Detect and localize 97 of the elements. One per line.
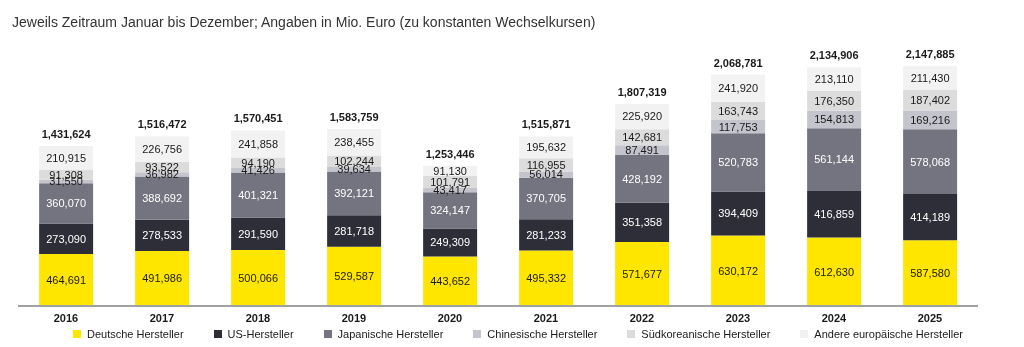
data-label: 154,813: [814, 113, 854, 126]
legend-label: Andere europäische Hersteller: [813, 328, 963, 340]
data-label: 210,915: [46, 151, 86, 164]
data-label: 176,350: [814, 94, 854, 107]
bar: [903, 240, 958, 306]
data-label: 500,066: [238, 271, 278, 284]
x-tick-label: 2016: [53, 311, 79, 324]
data-label: 273,090: [46, 232, 86, 245]
bar: [327, 215, 382, 247]
x-tick-label: 2025: [917, 311, 943, 324]
data-label: 291,590: [238, 227, 278, 240]
data-label: 225,920: [622, 110, 662, 123]
data-label: 281,233: [526, 228, 566, 241]
total-label: 2,134,906: [809, 49, 859, 62]
data-label: 370,705: [526, 192, 566, 205]
bar: [711, 235, 766, 306]
data-label: 116,955: [526, 158, 566, 171]
legend-label: Japanische Hersteller: [336, 328, 444, 340]
data-label: 187,402: [910, 93, 950, 106]
data-label: 630,172: [718, 264, 758, 277]
data-label: 351,358: [622, 216, 662, 229]
data-label: 91,130: [433, 164, 467, 177]
legend-label: Südkoreanische Hersteller: [640, 328, 771, 340]
data-label: 491,986: [142, 272, 182, 285]
bar: [135, 250, 190, 306]
data-label: 578,068: [910, 155, 950, 168]
x-tick-label: 2024: [821, 311, 848, 324]
bar: [807, 128, 862, 191]
data-label: 529,587: [334, 270, 374, 283]
data-label: 238,455: [334, 136, 374, 149]
data-label: 401,321: [238, 188, 278, 201]
total-label: 1,583,759: [329, 110, 379, 123]
bar: [519, 219, 574, 251]
data-label: 428,192: [622, 172, 662, 185]
chart-title: Jeweils Zeitraum Januar bis Dezember; Angaben in Mio. Euro (zu konstanten Wechselkursen): [11, 13, 597, 30]
data-label: 392,121: [334, 187, 374, 200]
bar: [231, 250, 286, 306]
legend-label: Chinesische Hersteller: [486, 328, 598, 340]
x-tick-label: 2017: [149, 311, 175, 324]
data-label: 394,409: [718, 207, 758, 220]
x-tick-label: 2018: [245, 311, 271, 324]
bar: [615, 242, 670, 306]
data-label: 416,859: [814, 208, 854, 221]
data-label: 561,144: [814, 153, 854, 166]
bar: [711, 191, 766, 236]
data-label: 163,743: [718, 104, 758, 117]
bar: [711, 133, 766, 192]
data-label: 388,692: [142, 192, 182, 205]
data-label: 195,632: [526, 141, 566, 154]
x-tick-label: 2023: [725, 311, 751, 324]
data-label: 102,244: [334, 155, 374, 168]
bar: [903, 129, 958, 194]
total-label: 1,253,446: [425, 147, 475, 160]
total-label: 1,431,624: [41, 127, 92, 140]
data-label: 587,580: [910, 267, 950, 280]
data-label: 281,718: [334, 224, 374, 237]
total-label: 1,516,472: [137, 118, 187, 131]
total-label: 2,147,885: [905, 47, 955, 60]
data-label: 612,630: [814, 265, 854, 278]
data-label: 117,753: [718, 120, 758, 133]
data-label: 142,681: [622, 131, 662, 144]
data-label: 87,491: [625, 143, 659, 156]
total-label: 1,515,871: [521, 118, 571, 131]
total-label: 1,570,451: [233, 112, 283, 125]
data-label: 213,110: [814, 73, 854, 86]
data-label: 226,756: [142, 143, 182, 156]
bar: [423, 256, 478, 306]
bar: [615, 154, 670, 203]
data-label: 278,533: [142, 229, 182, 242]
total-label: 2,068,781: [713, 56, 763, 69]
data-label: 495,332: [526, 272, 566, 285]
bar: [327, 246, 382, 306]
bar: [903, 193, 958, 241]
data-label: 414,189: [910, 211, 950, 224]
bar: [519, 250, 574, 306]
data-label: 211,430: [910, 71, 950, 84]
bar: [807, 190, 862, 238]
x-tick-label: 2019: [341, 311, 367, 324]
x-tick-label: 2021: [533, 311, 559, 324]
data-label: 249,309: [430, 236, 470, 249]
data-label: 241,920: [718, 82, 758, 95]
data-label: 571,677: [622, 267, 662, 280]
x-tick-label: 2020: [437, 311, 463, 324]
bar: [807, 237, 862, 306]
data-label: 520,783: [718, 156, 758, 169]
total-label: 1,807,319: [617, 85, 667, 98]
legend-label: Deutsche Hersteller: [86, 328, 184, 340]
bar: [39, 254, 94, 306]
data-label: 241,858: [238, 137, 278, 150]
legend-label: US-Hersteller: [226, 328, 294, 340]
data-label: 464,691: [46, 273, 86, 286]
data-label: 169,216: [910, 113, 950, 126]
x-tick-label: 2022: [629, 311, 655, 324]
data-label: 443,652: [430, 275, 470, 288]
data-label: 101,791: [430, 175, 470, 188]
data-label: 360,070: [46, 197, 86, 210]
data-label: 324,147: [430, 204, 470, 217]
